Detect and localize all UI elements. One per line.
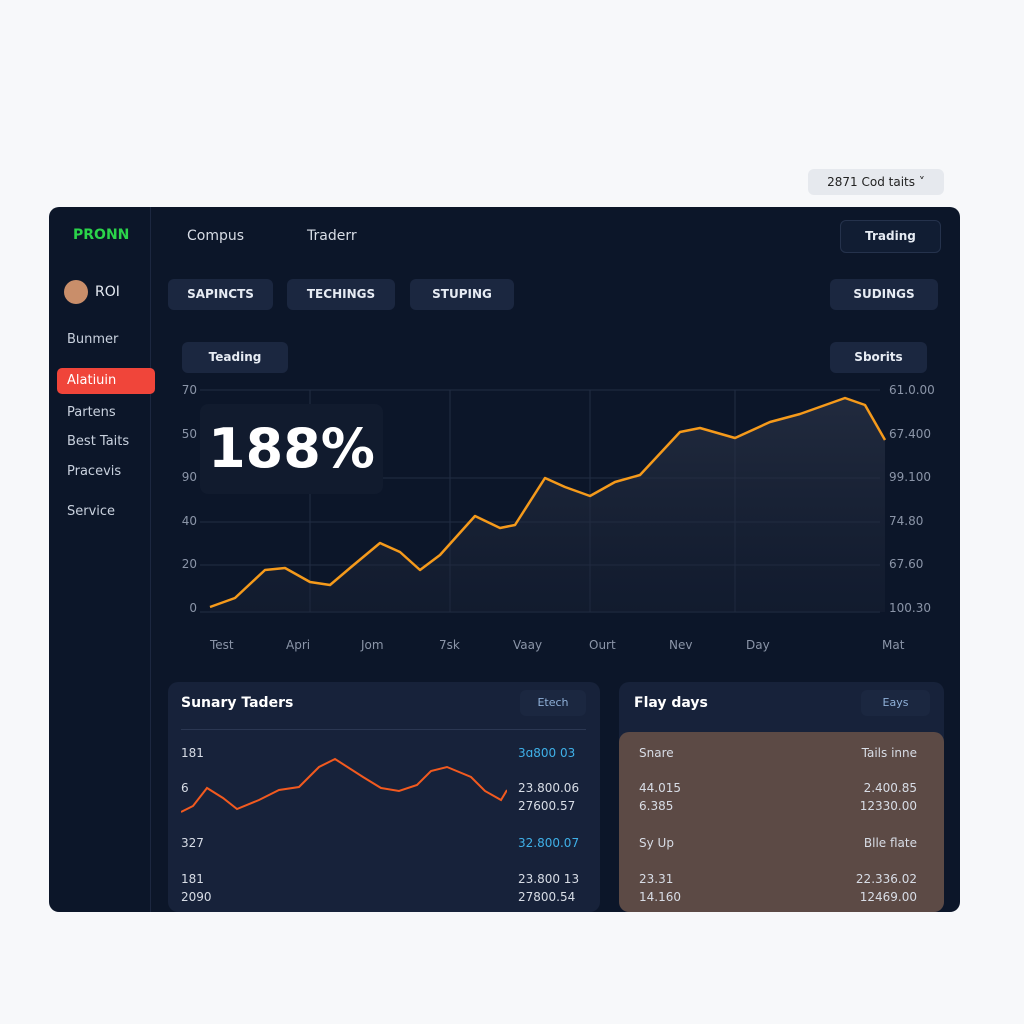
row-label: 181 2090 [181, 872, 212, 904]
tab[interactable]: STUPING [410, 279, 514, 310]
avatar [64, 280, 88, 304]
x-axis-label: Jom [361, 638, 384, 652]
nav-item[interactable]: Best Taits [67, 434, 130, 449]
x-axis-label: Mat [882, 638, 905, 652]
trading-button[interactable]: Trading [840, 220, 941, 253]
row-label: 327 [181, 836, 204, 850]
row-value: 23.800.06 27600.57 [518, 781, 580, 813]
tab[interactable]: SUDINGS [830, 279, 938, 310]
y2-axis-label: 61.0.00 [889, 383, 935, 397]
row-value: 23.800 13 27800.54 [518, 872, 580, 904]
y-axis-label: 90 [181, 470, 197, 484]
y-axis-label: 50 [181, 427, 197, 441]
sidebar: PRONN ROI Bunmer Alatiuin Partens Best T… [49, 207, 155, 912]
card-right: Flay days Eays Snare Tails inne 44.015 6.3… [619, 682, 944, 912]
x-axis-label: Nev [669, 638, 693, 652]
nav-item[interactable]: Bunmer [67, 332, 119, 347]
y2-axis-label: 67.60 [889, 557, 924, 571]
y2-axis-label: 74.80 [889, 514, 924, 528]
y-axis-label: 20 [181, 557, 197, 571]
x-axis-label: Day [746, 638, 770, 652]
x-axis-label: Test [210, 638, 234, 652]
row-value: Tails inne [861, 746, 917, 760]
x-axis-label: Ourt [589, 638, 616, 652]
trend-line [209, 396, 887, 609]
card-button[interactable]: Etech [520, 690, 586, 716]
highlight-table [619, 732, 944, 912]
menu-item[interactable]: Traderr [307, 228, 357, 244]
x-axis-label: 7sk [439, 638, 460, 652]
dashboard: PRONN ROI Bunmer Alatiuin Partens Best T… [49, 207, 960, 912]
row-value: 22.336.02 12469.00 [855, 872, 917, 904]
row-label: 6 [181, 781, 189, 795]
y2-axis-label: 99.100 [889, 470, 931, 484]
tab[interactable]: TECHINGS [287, 279, 395, 310]
row-label: 23.31 14.160 [639, 872, 681, 904]
row-value: Blle flate [863, 836, 917, 850]
row-value: 2.400.85 12330.00 [859, 781, 917, 813]
user-name: ROI [95, 284, 120, 300]
y-axis-label: 40 [181, 514, 197, 528]
card-button[interactable]: Eays [861, 690, 930, 716]
row-label: Sy Up [639, 836, 674, 850]
big-value: 188% [200, 404, 383, 494]
card-title: Sunary Taders [181, 695, 294, 711]
nav-item-active[interactable]: Alatiuin [57, 368, 155, 394]
x-axis-label: Apri [286, 638, 311, 652]
chart-graphics [200, 389, 887, 613]
row-label: 181 [181, 746, 204, 760]
row-label: 44.015 6.385 [639, 781, 681, 813]
nav-item[interactable]: Partens [67, 405, 116, 420]
y-axis-label: 0 [189, 601, 197, 615]
row-label: Snare [639, 746, 674, 760]
row-value: 3ɑ800 03 [518, 746, 576, 760]
tab[interactable]: SAPINCTS [168, 279, 273, 310]
area [210, 398, 885, 612]
x-axis-label: Vaay [513, 638, 543, 652]
nav-item[interactable]: Service [67, 504, 116, 519]
y2-axis-label: 67.400 [889, 427, 931, 441]
card-left: Sunary Taders Etech 181 3ɑ800 03 6 23.800.0… [168, 682, 600, 912]
card-title: Flay days [634, 695, 708, 711]
logo: PRONN [73, 227, 130, 243]
row-value: 32.800.07 [518, 836, 580, 850]
y2-axis-label: 100.30 [889, 601, 931, 615]
top-pill[interactable]: 2871 Cod taits ˅ [808, 169, 944, 195]
divider [181, 729, 586, 730]
chart-label[interactable]: Teading [182, 342, 288, 373]
top-pill-text: 2871 Cod taits [827, 175, 916, 189]
chart-button[interactable]: Sborits [830, 342, 927, 373]
sparkline [181, 757, 507, 813]
menu-item[interactable]: Compus [187, 228, 245, 244]
y-axis-label: 70 [181, 383, 197, 397]
nav-item[interactable]: Pracevis [67, 464, 122, 479]
